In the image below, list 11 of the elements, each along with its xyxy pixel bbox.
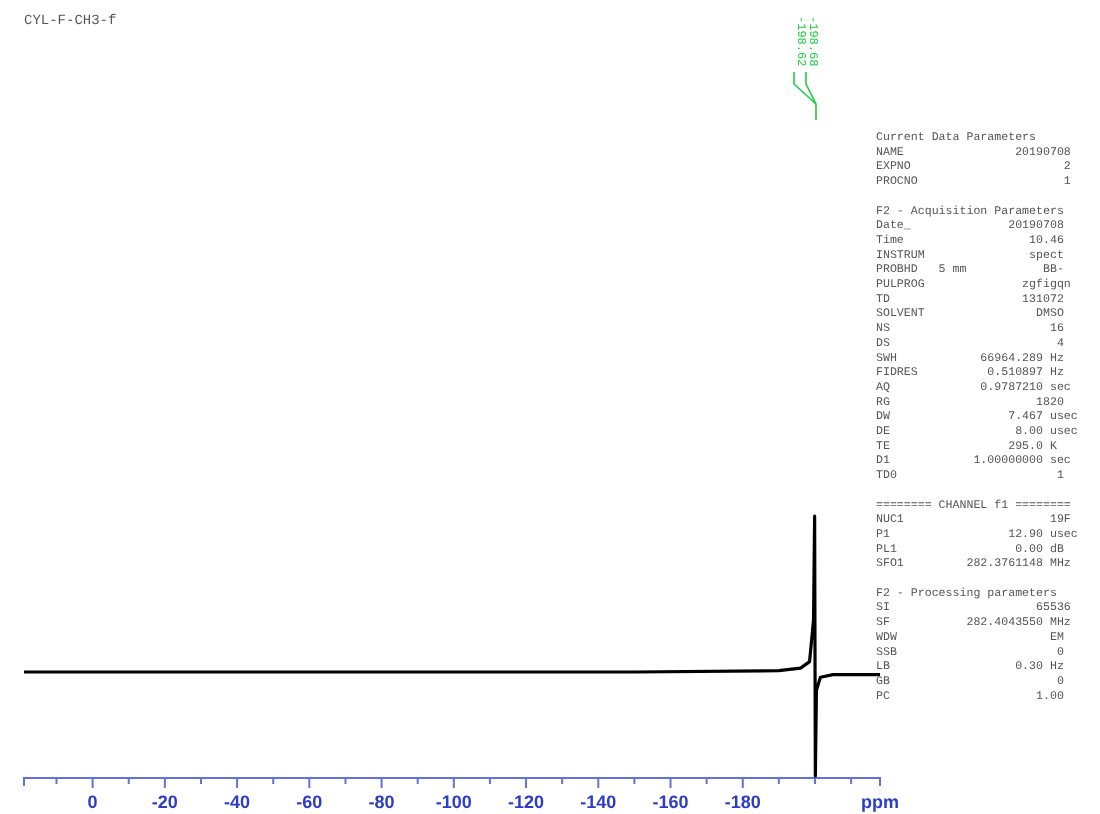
x-tick-label: -60 xyxy=(296,792,323,813)
x-tick-label: -140 xyxy=(580,792,617,813)
x-axis-title: ppm xyxy=(861,792,899,812)
x-tick-label: -160 xyxy=(652,792,689,813)
x-tick-label: -20 xyxy=(151,792,178,813)
x-tick-label: -80 xyxy=(368,792,395,813)
x-tick-label: -100 xyxy=(435,792,472,813)
x-tick-label: -180 xyxy=(724,792,761,813)
x-tick-label: -40 xyxy=(224,792,251,813)
x-tick-label: -120 xyxy=(508,792,545,813)
x-tick-label: 0 xyxy=(87,792,98,813)
